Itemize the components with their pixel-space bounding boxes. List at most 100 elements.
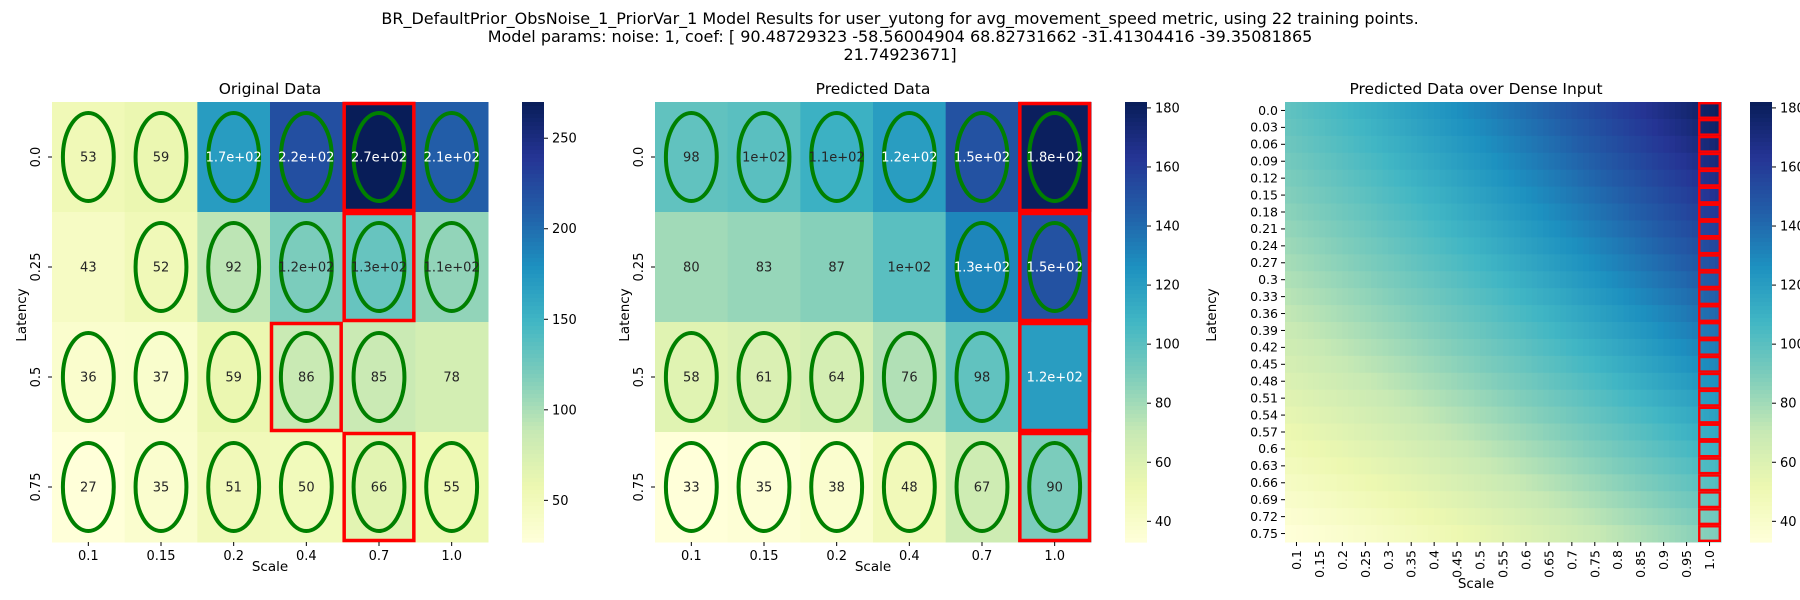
dense-cell xyxy=(1503,288,1510,306)
dense-cell xyxy=(1703,338,1711,357)
y-tick-label: 0.75 xyxy=(632,473,647,502)
dense-cell xyxy=(1629,102,1636,120)
dense-cell xyxy=(1548,457,1556,475)
colorbar-band xyxy=(1750,438,1772,443)
cell-value-label: 48 xyxy=(901,481,918,496)
dense-cell xyxy=(1508,169,1515,188)
dense-cell xyxy=(1451,152,1458,171)
dense-cell xyxy=(1612,102,1619,120)
dense-cell xyxy=(1376,237,1384,255)
dense-cell xyxy=(1577,169,1584,188)
dense-cell xyxy=(1692,440,1699,458)
dense-cell xyxy=(1571,288,1579,306)
dense-cell xyxy=(1439,203,1447,221)
cell-value-label: 78 xyxy=(443,371,460,386)
dense-cell xyxy=(1508,457,1515,475)
cell-ellipse xyxy=(736,441,792,533)
dense-cell xyxy=(1606,305,1613,323)
highlight-box xyxy=(1698,203,1722,221)
dense-cell xyxy=(1640,271,1647,289)
dense-cell xyxy=(1617,271,1624,289)
colorbar-band xyxy=(522,186,544,191)
dense-cell xyxy=(1457,372,1464,391)
dense-cell xyxy=(1451,389,1458,408)
dense-cell xyxy=(1457,338,1464,357)
colorbar-band xyxy=(1750,282,1772,287)
highlight-box xyxy=(1698,220,1722,238)
dense-cell xyxy=(1319,389,1326,408)
colorbar-band xyxy=(522,406,544,411)
dense-cell xyxy=(1520,169,1527,188)
dense-cell xyxy=(1411,203,1418,221)
dense-cell xyxy=(1514,491,1521,509)
dense-cell xyxy=(1388,288,1395,306)
dense-cell xyxy=(1531,118,1538,137)
dense-cell xyxy=(1663,254,1670,272)
dense-cell xyxy=(1485,152,1493,171)
dense-cell xyxy=(1307,305,1315,323)
dense-cell xyxy=(1703,457,1711,475)
dense-cell xyxy=(1600,237,1607,255)
dense-cell xyxy=(1365,186,1372,205)
dense-cell xyxy=(1594,423,1602,441)
dense-cell xyxy=(1376,271,1384,289)
colorbar-band xyxy=(1750,190,1772,195)
dense-cell xyxy=(1416,440,1424,458)
highlight-box xyxy=(1698,423,1722,441)
dense-cell xyxy=(1485,491,1493,509)
x-tick-label: 0.1 xyxy=(78,549,99,564)
dense-cell xyxy=(1325,118,1332,137)
dense-cell xyxy=(1663,305,1670,323)
colorbar-band xyxy=(1750,398,1772,403)
dense-cell xyxy=(1359,508,1366,526)
dense-cell xyxy=(1330,508,1338,526)
y-axis-ticks: 0.00.250.50.75 xyxy=(632,147,655,502)
dense-cell xyxy=(1296,406,1303,425)
dense-cell xyxy=(1457,271,1464,289)
dense-cell xyxy=(1634,169,1642,188)
highlight-box xyxy=(1698,271,1722,289)
dense-cell xyxy=(1342,271,1349,289)
dense-cell xyxy=(1353,135,1361,154)
dense-cell xyxy=(1663,186,1670,205)
colorbar-tick-label: 180 xyxy=(1780,101,1800,116)
dense-cell xyxy=(1428,186,1435,205)
dense-cell xyxy=(1583,288,1590,306)
dense-cell xyxy=(1285,288,1292,306)
dense-cell xyxy=(1543,102,1550,120)
colorbar-gradient xyxy=(1125,102,1147,543)
colorbar-band xyxy=(1125,110,1147,115)
dense-cell xyxy=(1686,288,1693,306)
dense-cell xyxy=(1399,169,1406,188)
dense-cell xyxy=(1411,389,1418,408)
dense-cell xyxy=(1594,322,1602,340)
dense-cell xyxy=(1566,237,1573,255)
dense-cell xyxy=(1623,152,1630,171)
dense-cell xyxy=(1307,457,1315,475)
cell-value-label: 2.2e+02 xyxy=(278,151,334,166)
dense-cell xyxy=(1439,355,1447,374)
dense-cell xyxy=(1548,203,1556,221)
dense-cell xyxy=(1439,102,1447,120)
colorbar-band xyxy=(522,458,544,463)
dense-cell xyxy=(1543,372,1550,391)
dense-cell xyxy=(1439,491,1447,509)
dense-cell xyxy=(1330,355,1338,374)
dense-cell xyxy=(1629,203,1636,221)
dense-cell xyxy=(1474,203,1481,221)
dense-cell xyxy=(1715,355,1722,374)
heatmap-cell xyxy=(415,322,489,433)
dense-cell xyxy=(1336,406,1343,425)
highlight-box xyxy=(1698,338,1722,356)
dense-cell xyxy=(1285,474,1292,492)
highlight-box xyxy=(1698,440,1722,458)
colorbar-band xyxy=(1750,170,1772,175)
dense-cell xyxy=(1514,220,1521,238)
dense-cell xyxy=(1290,457,1297,475)
y-tick-label: 0.03 xyxy=(1250,120,1278,135)
dense-cell xyxy=(1583,220,1590,238)
dense-cell xyxy=(1348,491,1355,509)
y-tick-label: 0.36 xyxy=(1250,306,1278,321)
dense-cell xyxy=(1594,440,1602,458)
y-tick-label: 0.25 xyxy=(632,253,647,282)
